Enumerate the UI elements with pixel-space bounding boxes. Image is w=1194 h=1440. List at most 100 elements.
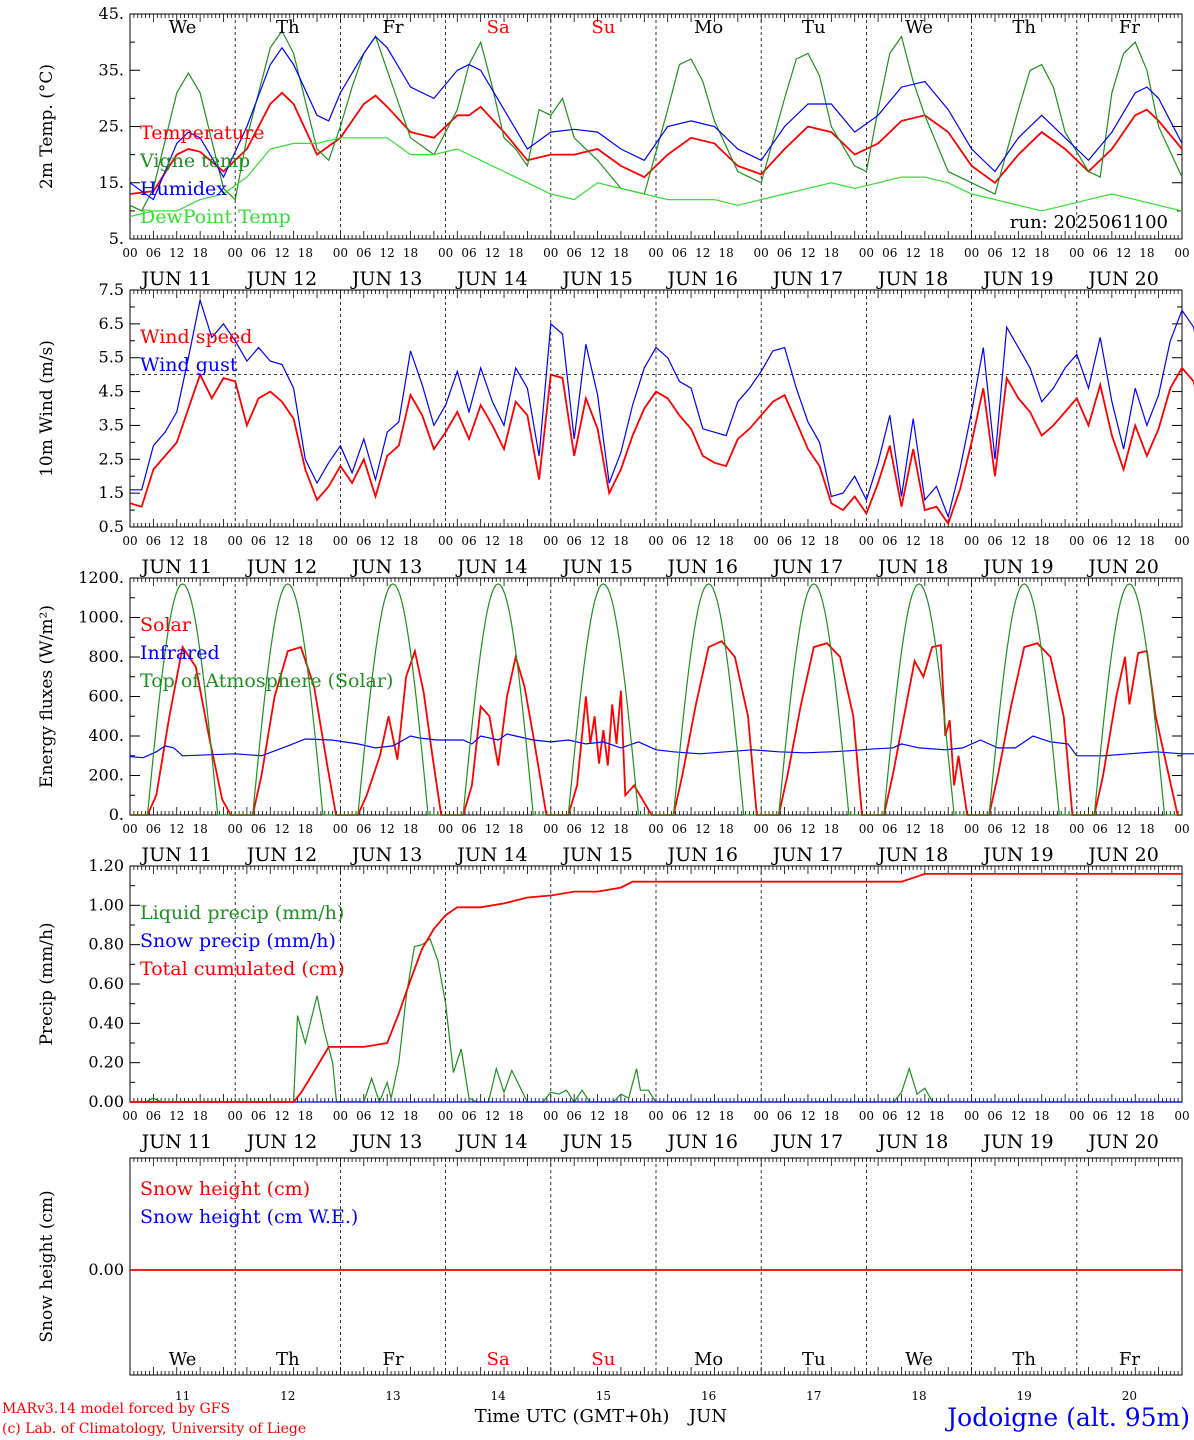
hour-label: 18 — [298, 246, 313, 260]
hour-label: 12 — [1116, 534, 1131, 548]
date-label: JUN 17 — [771, 556, 843, 578]
hour-label: 06 — [987, 822, 1002, 836]
legend-entry: Snow height (cm W.E.) — [140, 1206, 358, 1228]
date-label: JUN 17 — [771, 1131, 843, 1153]
y-tick-label: 45. — [99, 4, 124, 23]
hour-label: 06 — [777, 246, 792, 260]
hour-label: 06 — [882, 534, 897, 548]
hour-label: 00 — [543, 822, 558, 836]
date-label: JUN 16 — [666, 268, 738, 290]
hour-label: 00 — [228, 534, 243, 548]
day-number-label: 16 — [701, 1389, 716, 1403]
hour-label: 00 — [754, 534, 769, 548]
hour-label: 00 — [754, 822, 769, 836]
legend-entry: DewPoint Temp — [140, 206, 291, 228]
date-label: JUN 11 — [140, 844, 212, 866]
y-tick-label: 0.60 — [88, 974, 124, 993]
day-number-label: 19 — [1017, 1389, 1032, 1403]
hour-label: 12 — [485, 1109, 500, 1123]
date-label: JUN 14 — [455, 1131, 527, 1153]
y-tick-label: 0.00 — [88, 1092, 124, 1111]
hour-label: 12 — [590, 822, 605, 836]
y-tick-label: 7.5 — [99, 280, 124, 299]
weekday-label: Th — [276, 17, 300, 38]
model-credit: MARv3.14 model forced by GFS — [2, 1401, 230, 1417]
hour-label: 00 — [438, 1109, 453, 1123]
legend-entry: Wind gust — [140, 354, 238, 376]
date-label: JUN 19 — [981, 268, 1053, 290]
date-label: JUN 13 — [350, 844, 422, 866]
series-line-humidex — [129, 35, 1183, 201]
hour-label: 00 — [964, 246, 979, 260]
hour-label: 06 — [356, 534, 371, 548]
hour-label: 00 — [859, 534, 874, 548]
legend-entry: Solar — [140, 614, 192, 636]
hour-label: 18 — [403, 246, 418, 260]
hour-label: 12 — [906, 246, 921, 260]
hour-label: 12 — [169, 246, 184, 260]
hour-label: 12 — [274, 822, 289, 836]
hour-label: 12 — [380, 246, 395, 260]
date-label: JUN 14 — [455, 556, 527, 578]
y-tick-label: 3.5 — [99, 415, 124, 434]
hour-label: 06 — [567, 246, 582, 260]
hour-label: 18 — [192, 534, 207, 548]
series-line-total-cumulated-cm- — [130, 873, 1182, 1103]
date-label: JUN 19 — [981, 1131, 1053, 1153]
month-label: JUN — [687, 1406, 727, 1427]
weekday-label: Su — [591, 1349, 615, 1370]
hour-label: 12 — [695, 822, 710, 836]
date-label: JUN 14 — [455, 844, 527, 866]
hour-label: 18 — [298, 1109, 313, 1123]
y-axis-title: Precip (mm/h) — [37, 922, 57, 1045]
date-label: JUN 18 — [876, 556, 948, 578]
hour-label: 18 — [1034, 1109, 1049, 1123]
hour-label: 00 — [543, 534, 558, 548]
day-number-label: 12 — [280, 1389, 295, 1403]
hour-label: 00 — [438, 534, 453, 548]
hour-label: 00 — [964, 1109, 979, 1123]
hour-label: 06 — [777, 1109, 792, 1123]
hour-label: 12 — [1116, 1109, 1131, 1123]
hour-label: 06 — [882, 246, 897, 260]
hour-label: 00 — [648, 534, 663, 548]
hour-label: 18 — [1034, 822, 1049, 836]
hour-label: 12 — [800, 1109, 815, 1123]
hour-label: 18 — [508, 246, 523, 260]
legend-entry: Liquid precip (mm/h) — [140, 902, 344, 924]
date-label: JUN 16 — [666, 1131, 738, 1153]
hour-label: 12 — [1011, 534, 1026, 548]
hour-label: 18 — [1139, 246, 1154, 260]
hour-label: 06 — [567, 822, 582, 836]
hour-label: 12 — [1116, 246, 1131, 260]
weekday-label: We — [169, 17, 197, 38]
hour-label: 18 — [929, 822, 944, 836]
y-tick-label: 0.5 — [99, 517, 124, 536]
hour-label: 00 — [754, 246, 769, 260]
hour-label: 18 — [718, 534, 733, 548]
y-axis-title: Snow height (cm) — [37, 1190, 57, 1342]
hour-label: 12 — [800, 534, 815, 548]
y-axis-title: Energy fluxes (W/m²) — [37, 605, 57, 788]
hour-label: 00 — [122, 534, 137, 548]
day-number-label: 13 — [385, 1389, 400, 1403]
hour-label: 00 — [438, 822, 453, 836]
weekday-label: Th — [1012, 1349, 1036, 1370]
hour-label: 18 — [613, 534, 628, 548]
y-tick-label: 1000. — [78, 608, 124, 627]
weekday-label: Mo — [694, 1349, 723, 1370]
day-number-label: 15 — [596, 1389, 611, 1403]
y-tick-label: 2.5 — [99, 449, 124, 468]
hour-label: 12 — [1116, 822, 1131, 836]
hour-label: 18 — [824, 246, 839, 260]
hour-label: 06 — [567, 534, 582, 548]
weekday-label: Sa — [487, 1349, 510, 1370]
date-label: JUN 13 — [350, 268, 422, 290]
y-tick-label: 800. — [88, 647, 124, 666]
hour-label: 06 — [777, 534, 792, 548]
hour-label: 18 — [929, 246, 944, 260]
hour-label: 12 — [1011, 1109, 1026, 1123]
date-label: JUN 20 — [1086, 268, 1158, 290]
date-label: JUN 15 — [560, 844, 632, 866]
hour-label: 06 — [356, 246, 371, 260]
